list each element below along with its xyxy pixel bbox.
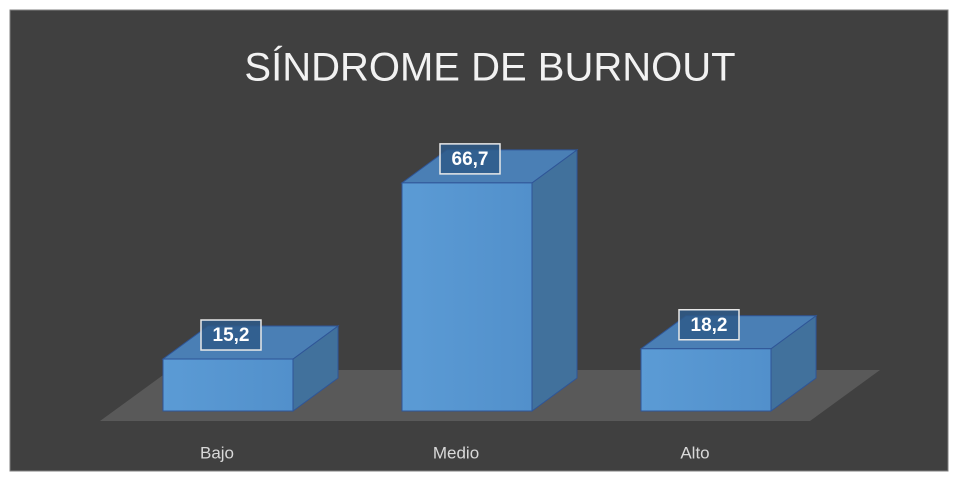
x-tick-label: Bajo	[200, 443, 234, 462]
bar	[162, 358, 294, 412]
bar	[640, 348, 772, 412]
data-label: 15,2	[213, 325, 250, 346]
x-tick-label: Medio	[433, 443, 479, 462]
bar-side	[531, 148, 578, 412]
data-label-box	[200, 319, 262, 351]
data-label: 18,2	[691, 315, 728, 336]
x-tick-label: Alto	[680, 443, 709, 462]
data-label: 66,7	[452, 149, 489, 170]
bar	[401, 182, 533, 412]
data-label-box	[678, 309, 740, 341]
chart-title: SÍNDROME DE BURNOUT	[244, 45, 735, 90]
data-label-box	[439, 143, 501, 175]
